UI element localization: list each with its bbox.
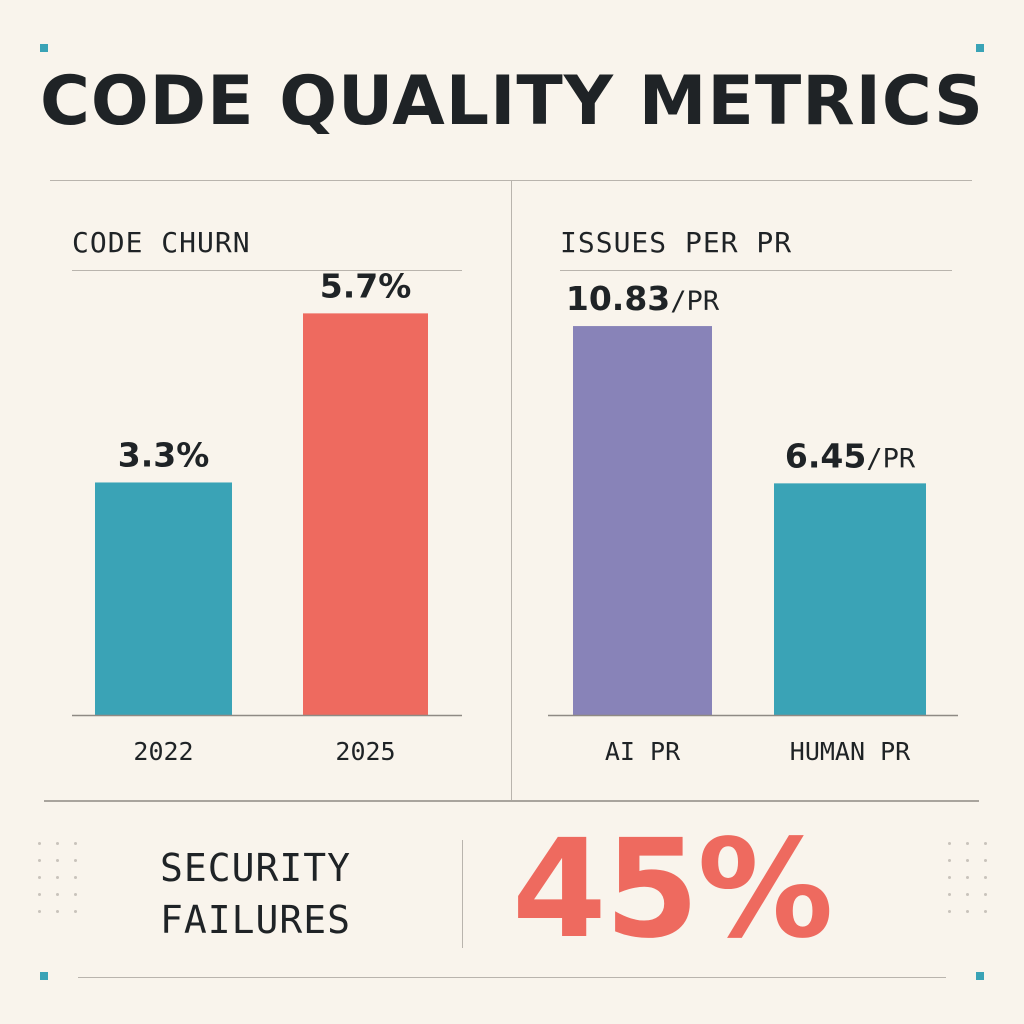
- decorative-dot: [966, 893, 969, 896]
- corner-accent-top-right: [976, 44, 984, 52]
- decorative-dot: [948, 842, 951, 845]
- decorative-dot: [74, 859, 77, 862]
- decorative-dot: [56, 859, 59, 862]
- decorative-dot: [948, 859, 951, 862]
- security-failures-label: SECURITY FAILURES: [160, 842, 351, 946]
- decorative-dot: [966, 842, 969, 845]
- decorative-dot: [948, 910, 951, 913]
- decorative-dot: [966, 910, 969, 913]
- issues-per-pr-label: ISSUES PER PR: [560, 226, 793, 259]
- decorative-dot: [74, 893, 77, 896]
- bar-2025: [303, 313, 428, 715]
- dot-pattern-left: [38, 842, 78, 913]
- bar-value-label: 5.7%: [320, 266, 412, 305]
- bar-2022: [95, 482, 232, 715]
- security-failures-value: 45%: [512, 811, 834, 969]
- decorative-dot: [38, 842, 41, 845]
- decorative-dot: [948, 893, 951, 896]
- bottom-section-divider: [44, 800, 979, 802]
- bar-value-label: 3.3%: [118, 435, 210, 474]
- category-label: 2025: [335, 737, 395, 766]
- decorative-dot: [984, 910, 987, 913]
- decorative-dot: [948, 876, 951, 879]
- decorative-dot: [56, 893, 59, 896]
- decorative-dot: [38, 876, 41, 879]
- code-churn-label-rule: [72, 270, 462, 271]
- decorative-dot: [984, 842, 987, 845]
- security-label-line2: FAILURES: [160, 898, 352, 942]
- category-label: 2022: [133, 737, 193, 766]
- decorative-dot: [74, 876, 77, 879]
- issues-per-pr-chart: 10.83/PR AI PR 6.45/PR HUMAN PR: [548, 279, 958, 766]
- category-label: HUMAN PR: [790, 737, 911, 766]
- decorative-dot: [984, 893, 987, 896]
- category-label: AI PR: [605, 737, 681, 766]
- decorative-dot: [38, 910, 41, 913]
- decorative-dot: [56, 842, 59, 845]
- decorative-dot: [38, 859, 41, 862]
- bar-value-label: 6.45/PR: [785, 436, 916, 475]
- decorative-dot: [38, 893, 41, 896]
- bar-value-label: 10.83/PR: [566, 279, 720, 318]
- code-churn-chart: 3.3% 2022 5.7% 2025: [72, 266, 462, 766]
- code-churn-label: CODE CHURN: [72, 226, 251, 259]
- decorative-dot: [966, 859, 969, 862]
- corner-accent-bottom-left: [40, 972, 48, 980]
- bar-human-pr: [774, 483, 926, 715]
- decorative-dot: [984, 859, 987, 862]
- decorative-dot: [56, 876, 59, 879]
- decorative-dot: [984, 876, 987, 879]
- bar-ai-pr: [573, 326, 712, 715]
- decorative-dot: [74, 910, 77, 913]
- decorative-dot: [966, 876, 969, 879]
- center-divider: [511, 180, 512, 800]
- decorative-dot: [56, 910, 59, 913]
- dot-pattern-right: [948, 842, 988, 913]
- corner-accent-bottom-right: [976, 972, 984, 980]
- security-label-line1: SECURITY: [160, 846, 352, 890]
- security-divider: [462, 840, 463, 948]
- decorative-dot: [74, 842, 77, 845]
- footer-divider: [78, 977, 946, 978]
- issues-per-pr-label-rule: [560, 270, 952, 271]
- corner-accent-top-left: [40, 44, 48, 52]
- page-title: CODE QUALITY METRICS: [39, 62, 985, 141]
